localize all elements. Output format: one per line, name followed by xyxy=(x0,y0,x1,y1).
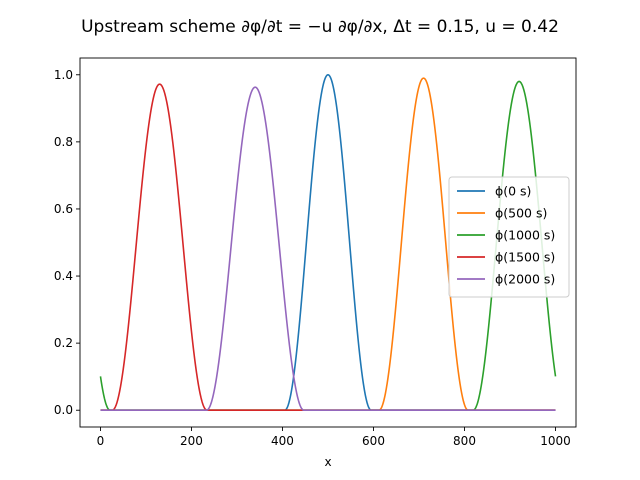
y-tick-label: 0.6 xyxy=(54,202,73,216)
legend: ϕ(0 s) ϕ(500 s) ϕ(1000 s) ϕ(1500 s) ϕ(2000 s… xyxy=(448,176,570,298)
x-axis: 0 200 400 600 800 1000 xyxy=(97,427,571,448)
legend-label-3: ϕ(1500 s) xyxy=(495,250,555,265)
y-tick-label: 0.2 xyxy=(54,336,73,350)
y-tick-label: 0.8 xyxy=(54,135,73,149)
legend-box xyxy=(448,176,570,298)
y-tick-label: 0.0 xyxy=(54,403,73,417)
x-tick-label: 0 xyxy=(97,434,105,448)
legend-label-4: ϕ(2000 s) xyxy=(495,272,555,287)
y-tick-label: 0.4 xyxy=(54,269,73,283)
plot-area xyxy=(79,57,577,428)
y-tick-label: 1.0 xyxy=(54,68,73,82)
x-tick-label: 400 xyxy=(271,434,294,448)
series-line-4 xyxy=(100,86,556,412)
x-tick-label: 200 xyxy=(180,434,203,448)
x-axis-label: x xyxy=(324,455,331,469)
x-tick-label: 800 xyxy=(453,434,476,448)
y-axis: 0.0 0.2 0.4 0.6 0.8 1.0 xyxy=(54,68,80,417)
chart-title: Upstream scheme ∂φ/∂t = −u ∂φ/∂x, Δt = 0… xyxy=(81,17,559,37)
x-tick-label: 600 xyxy=(362,434,385,448)
plot-frame xyxy=(79,57,577,428)
legend-label-1: ϕ(500 s) xyxy=(495,206,547,221)
legend-label-0: ϕ(0 s) xyxy=(495,184,531,199)
legend-label-2: ϕ(1000 s) xyxy=(495,228,555,243)
x-tick-label: 1000 xyxy=(540,434,571,448)
